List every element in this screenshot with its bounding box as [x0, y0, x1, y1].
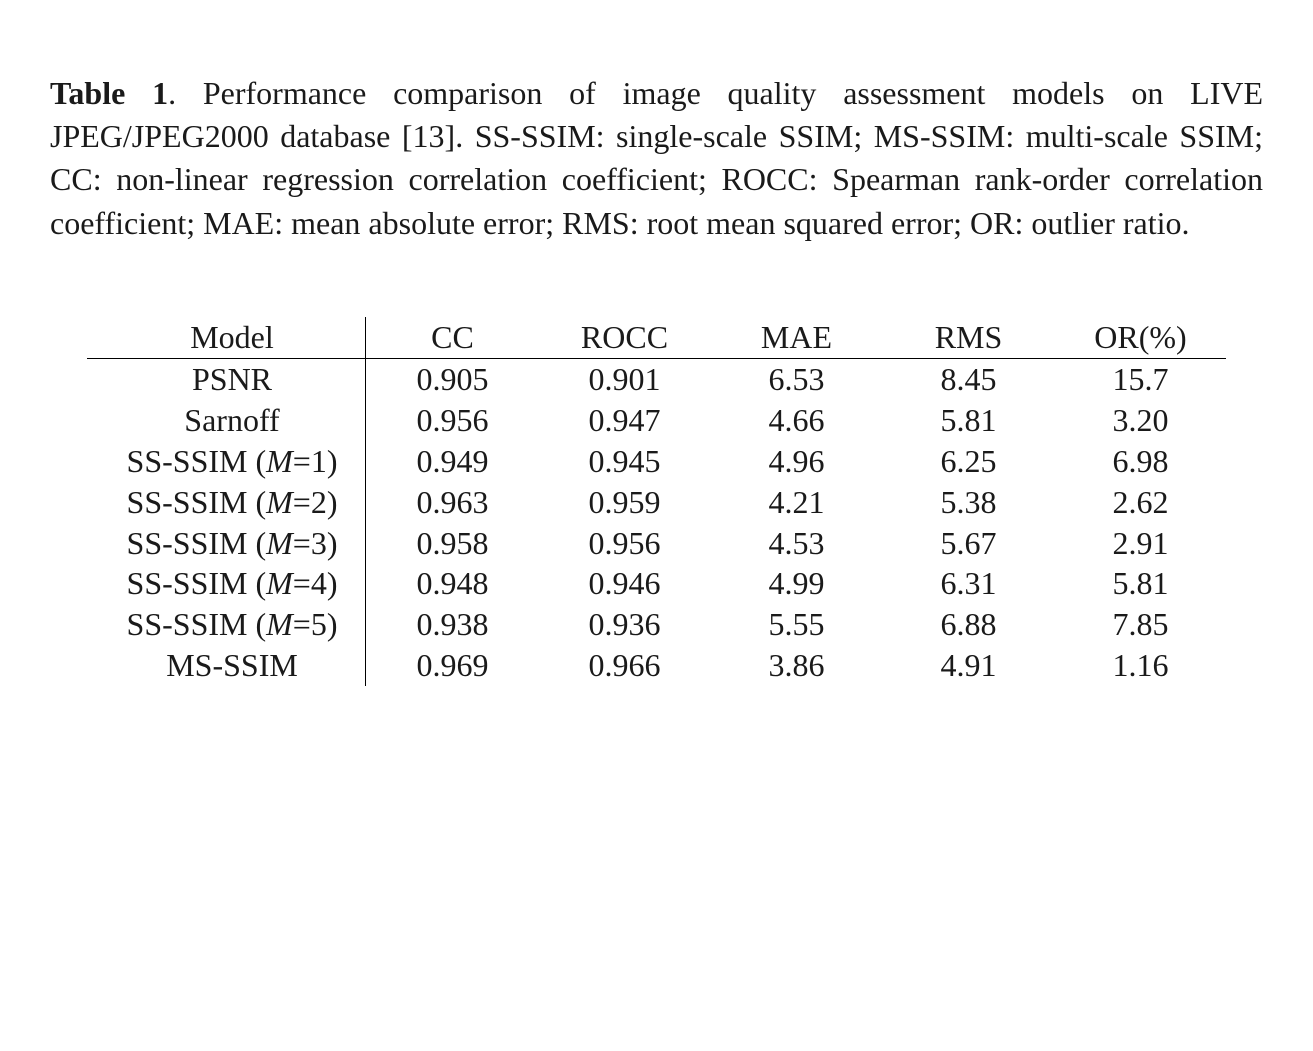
col-mae: MAE: [710, 317, 882, 358]
col-rms: RMS: [882, 317, 1054, 358]
col-model: Model: [87, 317, 366, 358]
m-value: 3: [311, 525, 327, 561]
cell: 0.948: [366, 563, 539, 604]
cell: 15.7: [1054, 358, 1226, 399]
row-label: MS-SSIM: [87, 645, 366, 686]
cell: 5.81: [882, 400, 1054, 441]
cell: 5.67: [882, 523, 1054, 564]
m-value: 5: [311, 606, 327, 642]
cell: 0.969: [366, 645, 539, 686]
cell: 4.91: [882, 645, 1054, 686]
cell: 0.949: [366, 441, 539, 482]
cell: 4.53: [710, 523, 882, 564]
cell: 5.55: [710, 604, 882, 645]
row-label: SS-SSIM (M=2): [87, 482, 366, 523]
italic-m: M: [266, 606, 293, 642]
cell: 0.938: [366, 604, 539, 645]
cell: 6.88: [882, 604, 1054, 645]
caption-lead: Table 1: [50, 75, 168, 111]
cell: 0.963: [366, 482, 539, 523]
cell: 4.66: [710, 400, 882, 441]
performance-table: Model CC ROCC MAE RMS OR(%) PSNR0.9050.9…: [87, 317, 1227, 687]
cell: 6.98: [1054, 441, 1226, 482]
row-label: Sarnoff: [87, 400, 366, 441]
cell: 6.25: [882, 441, 1054, 482]
cell: 5.81: [1054, 563, 1226, 604]
m-value: 1: [311, 443, 327, 479]
cell: 8.45: [882, 358, 1054, 399]
cell: 6.31: [882, 563, 1054, 604]
row-label-base: SS-SSIM: [127, 606, 248, 642]
row-label-base: SS-SSIM: [127, 484, 248, 520]
cell: 0.956: [366, 400, 539, 441]
cell: 6.53: [710, 358, 882, 399]
row-label: SS-SSIM (M=1): [87, 441, 366, 482]
page: Table 1. Performance comparison of image…: [0, 0, 1313, 746]
table-row: PSNR0.9050.9016.538.4515.7: [87, 358, 1227, 399]
table-row: MS-SSIM0.9690.9663.864.911.16: [87, 645, 1227, 686]
cell: 0.947: [538, 400, 710, 441]
cell: 1.16: [1054, 645, 1226, 686]
cell: 4.96: [710, 441, 882, 482]
table-header-row: Model CC ROCC MAE RMS OR(%): [87, 317, 1227, 358]
col-or: OR(%): [1054, 317, 1226, 358]
cell: 0.946: [538, 563, 710, 604]
row-label-base: SS-SSIM: [127, 565, 248, 601]
m-value: 2: [311, 484, 327, 520]
cell: 0.959: [538, 482, 710, 523]
cell: 4.99: [710, 563, 882, 604]
m-value: 4: [311, 565, 327, 601]
cell: 0.956: [538, 523, 710, 564]
italic-m: M: [266, 525, 293, 561]
col-cc: CC: [366, 317, 539, 358]
table-row: SS-SSIM (M=3)0.9580.9564.535.672.91: [87, 523, 1227, 564]
caption-text: . Performance comparison of image qualit…: [50, 75, 1263, 241]
cell: 2.62: [1054, 482, 1226, 523]
row-label-base: SS-SSIM: [127, 525, 248, 561]
row-label: SS-SSIM (M=5): [87, 604, 366, 645]
cell: 0.945: [538, 441, 710, 482]
table-body: PSNR0.9050.9016.538.4515.7Sarnoff0.9560.…: [87, 358, 1227, 686]
col-rocc: ROCC: [538, 317, 710, 358]
row-label: PSNR: [87, 358, 366, 399]
cell: 3.86: [710, 645, 882, 686]
italic-m: M: [266, 484, 293, 520]
table-caption: Table 1. Performance comparison of image…: [50, 72, 1263, 245]
cell: 0.901: [538, 358, 710, 399]
table-row: Sarnoff0.9560.9474.665.813.20: [87, 400, 1227, 441]
cell: 3.20: [1054, 400, 1226, 441]
table-row: SS-SSIM (M=4)0.9480.9464.996.315.81: [87, 563, 1227, 604]
table-row: SS-SSIM (M=5)0.9380.9365.556.887.85: [87, 604, 1227, 645]
cell: 0.966: [538, 645, 710, 686]
cell: 0.958: [366, 523, 539, 564]
row-label-base: SS-SSIM: [127, 443, 248, 479]
cell: 0.936: [538, 604, 710, 645]
cell: 5.38: [882, 482, 1054, 523]
cell: 4.21: [710, 482, 882, 523]
cell: 7.85: [1054, 604, 1226, 645]
table-row: SS-SSIM (M=1)0.9490.9454.966.256.98: [87, 441, 1227, 482]
row-label: SS-SSIM (M=4): [87, 563, 366, 604]
italic-m: M: [266, 443, 293, 479]
cell: 2.91: [1054, 523, 1226, 564]
row-label: SS-SSIM (M=3): [87, 523, 366, 564]
italic-m: M: [266, 565, 293, 601]
table-row: SS-SSIM (M=2)0.9630.9594.215.382.62: [87, 482, 1227, 523]
cell: 0.905: [366, 358, 539, 399]
